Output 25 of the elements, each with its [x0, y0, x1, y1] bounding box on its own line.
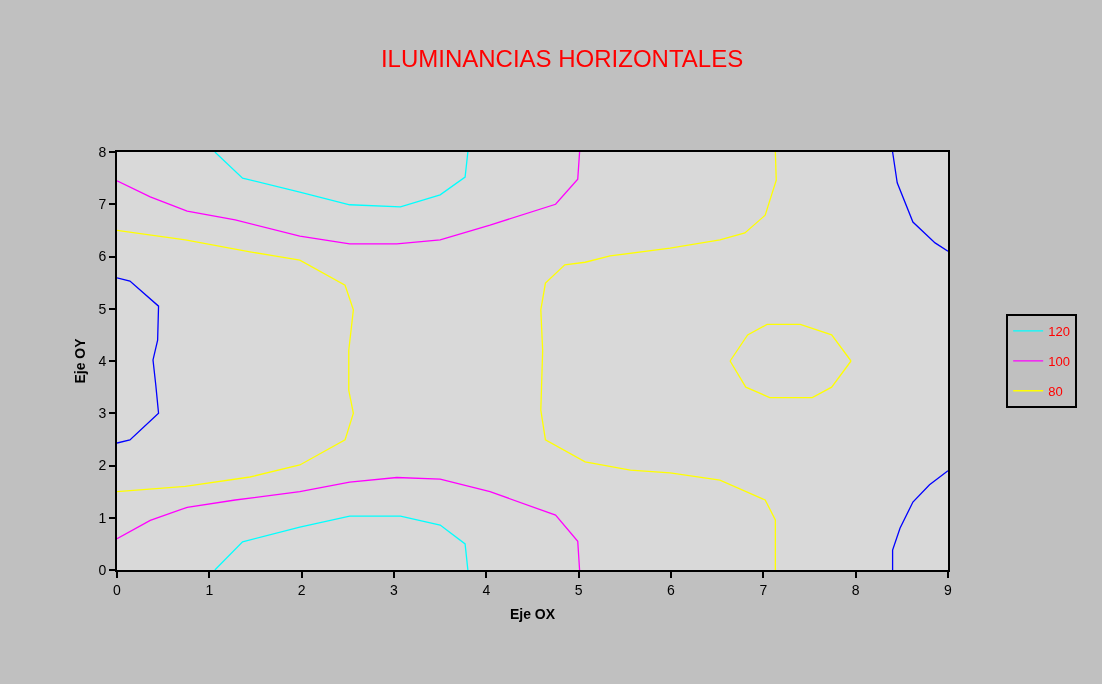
y-tick-label: 0 — [98, 561, 107, 578]
y-tick-label: 6 — [98, 248, 107, 265]
x-tick-label: 0 — [113, 581, 122, 598]
legend-label: 120 — [1048, 324, 1070, 340]
x-tick-label: 7 — [759, 581, 768, 598]
y-tick-label: 4 — [98, 352, 107, 369]
legend-label: 80 — [1048, 383, 1063, 399]
y-tick-label: 8 — [98, 143, 107, 160]
x-tick-label: 3 — [390, 581, 399, 598]
y-tick-label: 1 — [98, 509, 107, 526]
y-tick-label: 2 — [98, 457, 107, 474]
x-tick-label: 6 — [667, 581, 676, 598]
y-axis-title: Eje OY — [71, 337, 88, 384]
x-tick-label: 5 — [574, 581, 583, 598]
x-tick-label: 9 — [944, 581, 953, 598]
x-tick-label: 4 — [482, 581, 491, 598]
y-tick-label: 3 — [98, 405, 107, 422]
chart-title: ILUMINANCIAS HORIZONTALES — [380, 44, 744, 72]
x-tick-label: 8 — [851, 581, 860, 598]
y-tick-label: 5 — [98, 300, 107, 317]
x-axis-title: Eje OX — [509, 605, 556, 622]
legend-label: 100 — [1048, 353, 1070, 369]
x-tick-label: 1 — [205, 581, 214, 598]
y-tick-label: 7 — [98, 196, 107, 213]
x-tick-label: 2 — [297, 581, 306, 598]
